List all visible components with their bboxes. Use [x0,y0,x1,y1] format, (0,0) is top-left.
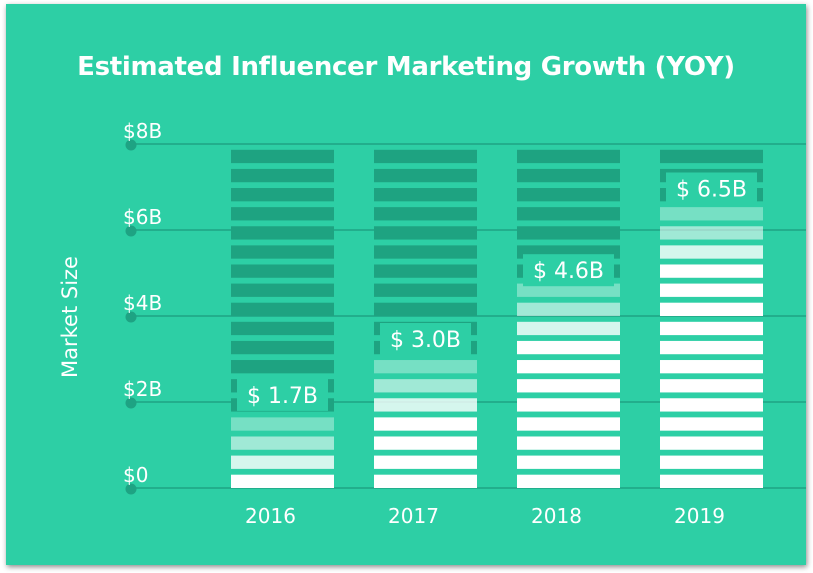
bar-stripe [517,340,620,355]
bar-stripe [660,455,763,469]
bar-stripe [660,264,763,278]
tick-dot [125,225,137,237]
bar-stripe [374,283,477,297]
bar-stripe [660,340,763,355]
bar-stripe [231,188,334,202]
bar-stripe [374,226,477,240]
bar-stripe [231,207,334,221]
bar-stripe [231,340,334,355]
bar-stripe [517,149,620,164]
bar-stripe [517,455,620,469]
bar-stripe [374,302,477,316]
data-label-bg [666,172,757,205]
x-tick-label: 2016 [245,504,296,528]
y-tick-label: $4B [123,291,162,315]
bar-stripe [374,417,477,431]
x-tick-label: 2019 [674,504,725,528]
bar-stripe [660,474,763,488]
bar-stripe [231,168,334,183]
bar-stripe [660,226,763,240]
x-tick-label: 2018 [531,504,582,528]
bar-stripe [374,149,477,164]
bar-stripe [660,417,763,431]
bar-2018 [517,149,620,488]
bar-stripe [374,436,477,450]
bar-stripe [660,207,763,221]
bar-stripe [660,245,763,259]
bar-stripe [660,149,763,164]
bar-stripe [517,207,620,221]
data-label: $ 4.6B [533,259,604,284]
data-label: $ 3.0B [390,328,461,353]
bar-stripe [517,474,620,488]
bar-stripe [517,168,620,183]
data-label-bg [380,323,471,355]
bar-stripe [517,379,620,393]
chart-title: Estimated Influencer Marketing Growth (Y… [77,52,735,82]
bar-stripe [231,321,334,336]
tick-dot [125,397,137,409]
bar-stripe [517,321,620,336]
bar-chart: $0 $2B $4B $6B $8B $ 1.7B 2016 $ 3.0B 2017 $ 4.6B… [123,119,806,528]
data-label-bg [523,254,614,287]
bar-stripe [660,379,763,393]
bar-stripe [374,245,477,259]
bar-stripe [231,245,334,259]
x-tick-label: 2017 [388,504,439,528]
bar-stripe [231,302,334,316]
bar-stripe [231,283,334,297]
bar-2019 [660,149,763,488]
bar-stripe [231,264,334,278]
bar-stripe [374,379,477,393]
bar-stripe [660,398,763,412]
bar-stripe [517,188,620,202]
tick-dot [125,483,137,495]
bar-stripe [517,226,620,240]
bar-stripe [231,360,334,374]
bar-stripe [231,226,334,240]
bar-stripe [660,436,763,450]
bar-stripe [231,474,334,488]
bar-stripe [517,398,620,412]
y-tick-label: $2B [123,377,162,401]
bar-stripe [374,474,477,488]
bar-stripe [231,417,334,431]
bar-2017 [374,149,477,488]
y-tick-label: $6B [123,205,162,229]
bar-stripe [517,360,620,374]
bar-stripe [517,283,620,297]
bar-2016 [231,149,334,488]
bar-stripe [231,149,334,164]
chart-card: Estimated Influencer Marketing Growth (Y… [6,4,806,565]
bar-stripe [374,360,477,374]
bar-stripe [517,417,620,431]
bar-stripe [374,398,477,412]
y-tick-label: $0 [123,463,148,487]
data-label: $ 6.5B [676,178,747,203]
data-label-bg [237,378,328,411]
bar-stripe [660,360,763,374]
bar-stripe [374,264,477,278]
bar-stripe [374,168,477,183]
bar-stripe [517,302,620,316]
tick-dot [125,139,137,151]
bar-stripe [517,436,620,450]
bar-stripe [231,455,334,469]
bar-stripe [374,207,477,221]
bar-stripe [374,188,477,202]
data-label: $ 1.7B [247,384,318,409]
bar-stripe [660,302,763,316]
bar-stripe [660,283,763,297]
bar-stripe [231,436,334,450]
bar-stripe [660,321,763,336]
tick-dot [125,311,137,323]
y-tick-label: $8B [123,119,162,143]
bar-stripe [374,455,477,469]
